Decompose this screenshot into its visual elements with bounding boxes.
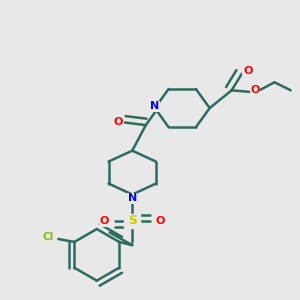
Text: O: O bbox=[100, 216, 109, 226]
Text: Cl: Cl bbox=[43, 232, 54, 242]
Text: O: O bbox=[156, 216, 165, 226]
Text: O: O bbox=[243, 66, 252, 76]
Text: S: S bbox=[128, 214, 137, 227]
Text: O: O bbox=[113, 116, 122, 127]
Text: N: N bbox=[150, 101, 160, 112]
Text: O: O bbox=[250, 85, 260, 95]
Text: N: N bbox=[128, 194, 137, 203]
Bar bbox=[124, 214, 140, 228]
